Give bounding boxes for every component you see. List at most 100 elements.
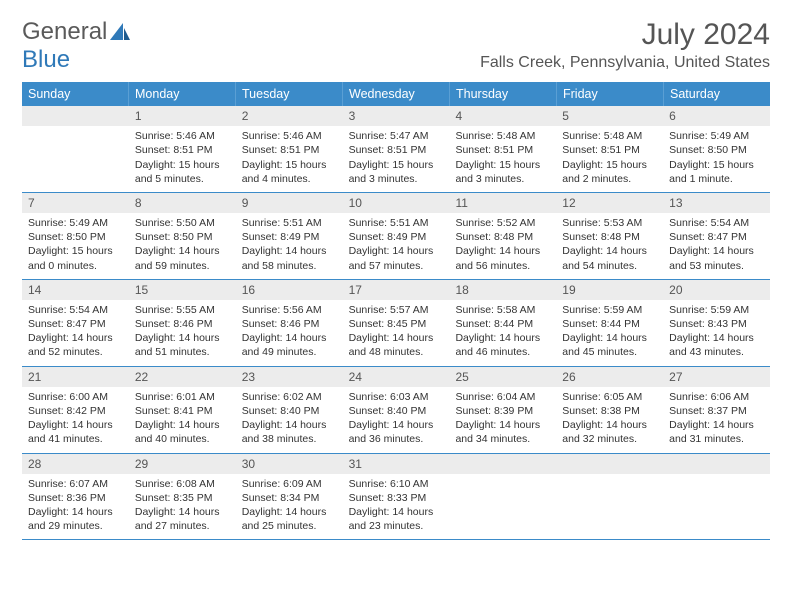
day-body: Sunrise: 5:46 AMSunset: 8:51 PMDaylight:…: [129, 126, 236, 192]
week-row: 28Sunrise: 6:07 AMSunset: 8:36 PMDayligh…: [22, 454, 770, 541]
day-number: 28: [22, 454, 129, 474]
sunset-line: Sunset: 8:35 PM: [135, 491, 230, 505]
day-cell: 16Sunrise: 5:56 AMSunset: 8:46 PMDayligh…: [236, 280, 343, 366]
day-cell: 8Sunrise: 5:50 AMSunset: 8:50 PMDaylight…: [129, 193, 236, 279]
sunrise-line: Sunrise: 6:04 AM: [455, 390, 550, 404]
sunset-line: Sunset: 8:51 PM: [349, 143, 444, 157]
day-number: 13: [663, 193, 770, 213]
sunset-line: Sunset: 8:50 PM: [669, 143, 764, 157]
sunrise-line: Sunrise: 6:01 AM: [135, 390, 230, 404]
daylight-line: Daylight: 14 hours and 25 minutes.: [242, 505, 337, 533]
sunset-line: Sunset: 8:49 PM: [349, 230, 444, 244]
sunrise-line: Sunrise: 5:55 AM: [135, 303, 230, 317]
sunset-line: Sunset: 8:37 PM: [669, 404, 764, 418]
day-cell: 22Sunrise: 6:01 AMSunset: 8:41 PMDayligh…: [129, 367, 236, 453]
day-body: Sunrise: 6:03 AMSunset: 8:40 PMDaylight:…: [343, 387, 450, 453]
day-number: 7: [22, 193, 129, 213]
header: General July 2024 Falls Creek, Pennsylva…: [22, 18, 770, 72]
day-cell: 4Sunrise: 5:48 AMSunset: 8:51 PMDaylight…: [449, 106, 556, 192]
day-body: Sunrise: 6:10 AMSunset: 8:33 PMDaylight:…: [343, 474, 450, 540]
daylight-line: Daylight: 14 hours and 29 minutes.: [28, 505, 123, 533]
day-number: 29: [129, 454, 236, 474]
day-body: Sunrise: 6:05 AMSunset: 8:38 PMDaylight:…: [556, 387, 663, 453]
sunrise-line: Sunrise: 5:49 AM: [28, 216, 123, 230]
sunrise-line: Sunrise: 5:50 AM: [135, 216, 230, 230]
day-number: 14: [22, 280, 129, 300]
day-body: Sunrise: 6:02 AMSunset: 8:40 PMDaylight:…: [236, 387, 343, 453]
daylight-line: Daylight: 15 hours and 3 minutes.: [455, 158, 550, 186]
day-number: 31: [343, 454, 450, 474]
dow-cell: Sunday: [22, 82, 129, 106]
sunrise-line: Sunrise: 5:46 AM: [242, 129, 337, 143]
sunset-line: Sunset: 8:36 PM: [28, 491, 123, 505]
day-cell: 12Sunrise: 5:53 AMSunset: 8:48 PMDayligh…: [556, 193, 663, 279]
sunset-line: Sunset: 8:42 PM: [28, 404, 123, 418]
day-cell: 0: [22, 106, 129, 192]
day-number: 12: [556, 193, 663, 213]
day-number: 16: [236, 280, 343, 300]
day-body: Sunrise: 5:46 AMSunset: 8:51 PMDaylight:…: [236, 126, 343, 192]
day-cell: 26Sunrise: 6:05 AMSunset: 8:38 PMDayligh…: [556, 367, 663, 453]
sunset-line: Sunset: 8:48 PM: [562, 230, 657, 244]
sunrise-line: Sunrise: 5:53 AM: [562, 216, 657, 230]
dow-cell: Saturday: [664, 82, 770, 106]
day-number: 27: [663, 367, 770, 387]
daylight-line: Daylight: 14 hours and 27 minutes.: [135, 505, 230, 533]
day-body: Sunrise: 6:07 AMSunset: 8:36 PMDaylight:…: [22, 474, 129, 540]
sunset-line: Sunset: 8:46 PM: [242, 317, 337, 331]
sunset-line: Sunset: 8:39 PM: [455, 404, 550, 418]
sunset-line: Sunset: 8:44 PM: [455, 317, 550, 331]
sunset-line: Sunset: 8:50 PM: [135, 230, 230, 244]
day-number: 20: [663, 280, 770, 300]
day-cell: 25Sunrise: 6:04 AMSunset: 8:39 PMDayligh…: [449, 367, 556, 453]
day-body: Sunrise: 5:47 AMSunset: 8:51 PMDaylight:…: [343, 126, 450, 192]
sunrise-line: Sunrise: 6:08 AM: [135, 477, 230, 491]
day-body: Sunrise: 5:57 AMSunset: 8:45 PMDaylight:…: [343, 300, 450, 366]
daylight-line: Daylight: 15 hours and 5 minutes.: [135, 158, 230, 186]
sunset-line: Sunset: 8:46 PM: [135, 317, 230, 331]
daylight-line: Daylight: 15 hours and 0 minutes.: [28, 244, 123, 272]
day-cell: 11Sunrise: 5:52 AMSunset: 8:48 PMDayligh…: [449, 193, 556, 279]
day-number: 15: [129, 280, 236, 300]
day-body: Sunrise: 6:06 AMSunset: 8:37 PMDaylight:…: [663, 387, 770, 453]
day-body: Sunrise: 5:49 AMSunset: 8:50 PMDaylight:…: [663, 126, 770, 192]
day-number: 10: [343, 193, 450, 213]
sunrise-line: Sunrise: 5:59 AM: [562, 303, 657, 317]
daylight-line: Daylight: 14 hours and 57 minutes.: [349, 244, 444, 272]
day-body: Sunrise: 6:08 AMSunset: 8:35 PMDaylight:…: [129, 474, 236, 540]
day-body: Sunrise: 5:53 AMSunset: 8:48 PMDaylight:…: [556, 213, 663, 279]
sunset-line: Sunset: 8:41 PM: [135, 404, 230, 418]
daylight-line: Daylight: 14 hours and 32 minutes.: [562, 418, 657, 446]
dow-cell: Thursday: [450, 82, 557, 106]
day-cell: 20Sunrise: 5:59 AMSunset: 8:43 PMDayligh…: [663, 280, 770, 366]
sunset-line: Sunset: 8:34 PM: [242, 491, 337, 505]
daylight-line: Daylight: 15 hours and 2 minutes.: [562, 158, 657, 186]
day-body: Sunrise: 5:54 AMSunset: 8:47 PMDaylight:…: [22, 300, 129, 366]
sunset-line: Sunset: 8:45 PM: [349, 317, 444, 331]
daylight-line: Daylight: 14 hours and 59 minutes.: [135, 244, 230, 272]
daylight-line: Daylight: 15 hours and 3 minutes.: [349, 158, 444, 186]
daylight-line: Daylight: 14 hours and 51 minutes.: [135, 331, 230, 359]
day-number: 0: [449, 454, 556, 474]
week-row: 01Sunrise: 5:46 AMSunset: 8:51 PMDayligh…: [22, 106, 770, 193]
daylight-line: Daylight: 15 hours and 1 minute.: [669, 158, 764, 186]
sunrise-line: Sunrise: 6:03 AM: [349, 390, 444, 404]
daylight-line: Daylight: 14 hours and 48 minutes.: [349, 331, 444, 359]
day-number: 26: [556, 367, 663, 387]
dow-cell: Wednesday: [343, 82, 450, 106]
daylight-line: Daylight: 14 hours and 40 minutes.: [135, 418, 230, 446]
daylight-line: Daylight: 14 hours and 56 minutes.: [455, 244, 550, 272]
sunrise-line: Sunrise: 6:05 AM: [562, 390, 657, 404]
day-number: 18: [449, 280, 556, 300]
logo-text-2: Blue: [22, 46, 70, 74]
day-number: 11: [449, 193, 556, 213]
day-number: 4: [449, 106, 556, 126]
day-body: Sunrise: 5:52 AMSunset: 8:48 PMDaylight:…: [449, 213, 556, 279]
sunrise-line: Sunrise: 5:46 AM: [135, 129, 230, 143]
day-number: 8: [129, 193, 236, 213]
day-body: Sunrise: 6:00 AMSunset: 8:42 PMDaylight:…: [22, 387, 129, 453]
title-block: July 2024 Falls Creek, Pennsylvania, Uni…: [480, 18, 770, 72]
day-body: Sunrise: 5:50 AMSunset: 8:50 PMDaylight:…: [129, 213, 236, 279]
sunrise-line: Sunrise: 6:09 AM: [242, 477, 337, 491]
daylight-line: Daylight: 14 hours and 54 minutes.: [562, 244, 657, 272]
